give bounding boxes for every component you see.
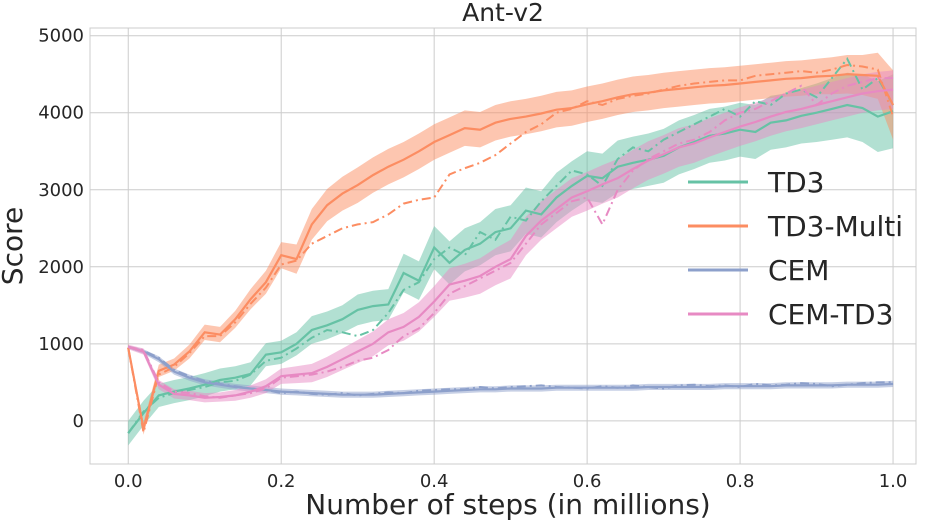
legend: TD3 TD3-Multi CEM CEM-TD3 [688, 166, 903, 331]
x-tick-label: 0.0 [114, 471, 143, 492]
y-tick-label: 4000 [38, 103, 84, 124]
y-axis-label: Score [0, 207, 29, 285]
line-cem-td3 [127, 88, 894, 399]
line-alt-td3-multi [127, 63, 895, 433]
legend-label-td3: TD3 [767, 166, 824, 199]
x-tick-label: 0.4 [420, 471, 449, 492]
legend-label-td3-multi: TD3-Multi [767, 210, 903, 243]
y-tick-label: 1000 [38, 334, 84, 355]
band-cem-td3 [128, 70, 894, 403]
x-tick-label: 0.2 [267, 471, 296, 492]
x-axis-label: Number of steps (in millions) [305, 488, 710, 520]
line-alt-cem-td3 [128, 77, 894, 399]
confidence-bands [128, 52, 894, 446]
chart-title: Ant-v2 [462, 0, 544, 27]
line-td3-multi [127, 73, 895, 429]
legend-label-cem: CEM [768, 254, 829, 287]
series-lines [127, 56, 895, 434]
y-tick-label: 0 [73, 411, 84, 432]
line-td3 [127, 103, 894, 434]
x-tick-label: 0.8 [726, 471, 755, 492]
x-tick-label: 0.6 [573, 471, 602, 492]
y-tick-label: 5000 [38, 26, 84, 47]
tick-labels: 0.0 0.2 0.4 0.6 0.8 1.0 0 1000 2000 3000 4000 5000 [38, 26, 907, 492]
line-alt-td3 [127, 56, 894, 434]
legend-label-cem-td3: CEM-TD3 [768, 298, 893, 331]
y-tick-label: 3000 [38, 180, 84, 201]
y-tick-label: 2000 [38, 257, 84, 278]
band-cem [128, 345, 894, 398]
x-tick-label: 1.0 [879, 471, 908, 492]
